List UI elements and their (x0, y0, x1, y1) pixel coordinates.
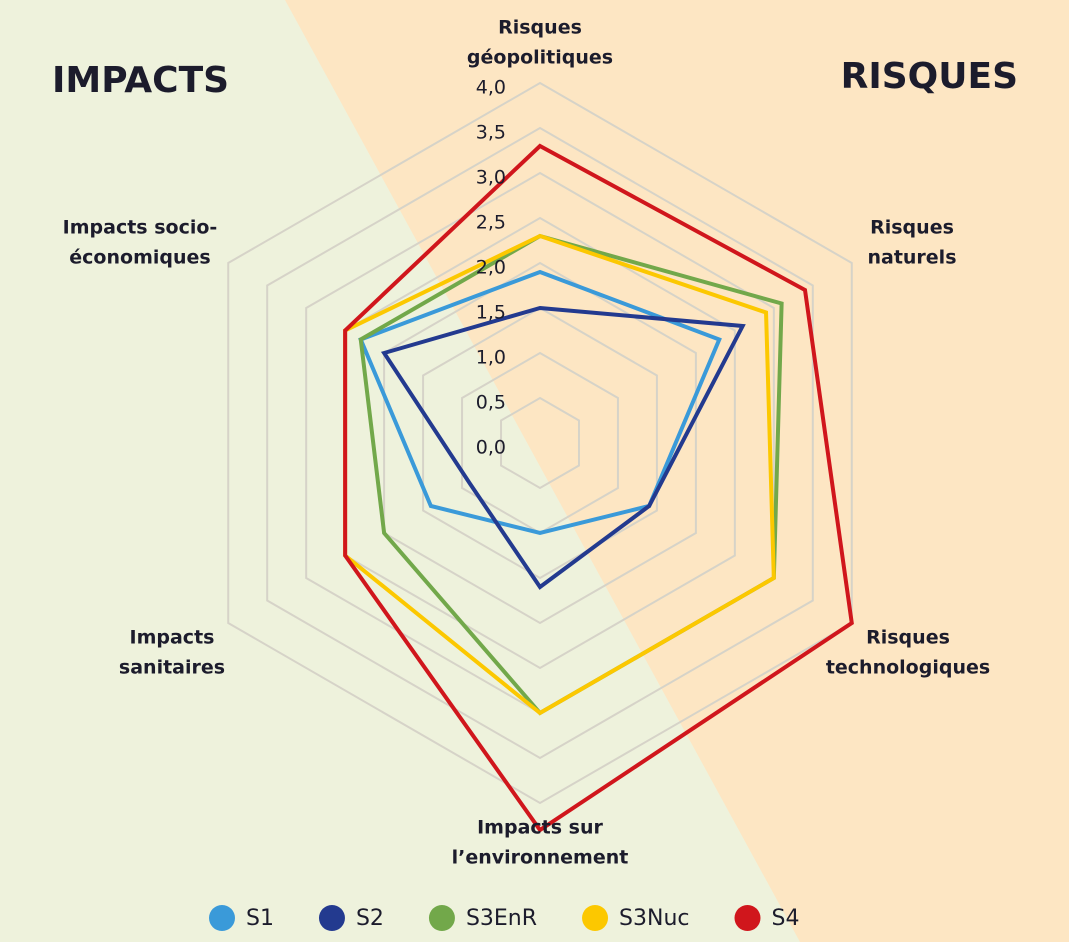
tick-label: 2,0 (476, 257, 506, 279)
legend-swatch (428, 905, 455, 931)
tick-label: 1,5 (476, 302, 506, 324)
grid-hexagon (422, 306, 658, 580)
tick-label: 0,0 (476, 437, 506, 459)
tick-label: 1,0 (476, 347, 506, 369)
legend-swatch (734, 905, 761, 931)
category-label: Impacts socio- (63, 217, 218, 239)
grid-hexagon (227, 81, 853, 805)
series-line (343, 143, 854, 833)
tick-label: 3,0 (476, 167, 506, 189)
category-label: géopolitiques (467, 47, 613, 69)
legend-label: S3Nuc (619, 906, 689, 931)
category-label: sanitaires (119, 657, 225, 679)
tick-label: 4,0 (476, 77, 506, 99)
tick-label: 0,5 (476, 392, 506, 414)
category-label: économiques (69, 247, 210, 269)
section-title: RISQUES (841, 56, 1018, 97)
legend-swatch (318, 905, 345, 931)
legend-swatch (582, 905, 609, 931)
category-label: Impacts (130, 627, 215, 649)
section-title: IMPACTS (52, 60, 229, 101)
category-label: technologiques (826, 657, 990, 679)
legend-label: S1 (246, 906, 274, 931)
category-label: Risques (866, 627, 950, 649)
background-left (0, 0, 800, 942)
legend-label: S3EnR (466, 906, 537, 931)
series-line (380, 305, 746, 590)
category-label: l’environnement (452, 847, 629, 869)
category-label: Risques (870, 217, 954, 239)
legend-swatch (209, 905, 235, 931)
legend-label: S4 (772, 906, 800, 931)
grid-hexagon (266, 126, 814, 760)
category-label: Risques (498, 17, 582, 39)
tick-label: 3,5 (476, 122, 506, 144)
tick-label: 2,5 (476, 212, 506, 234)
grid-hexagon (500, 396, 580, 490)
category-label: naturels (867, 247, 956, 269)
legend-label: S2 (356, 906, 384, 931)
category-label: Impacts sur (477, 817, 603, 839)
